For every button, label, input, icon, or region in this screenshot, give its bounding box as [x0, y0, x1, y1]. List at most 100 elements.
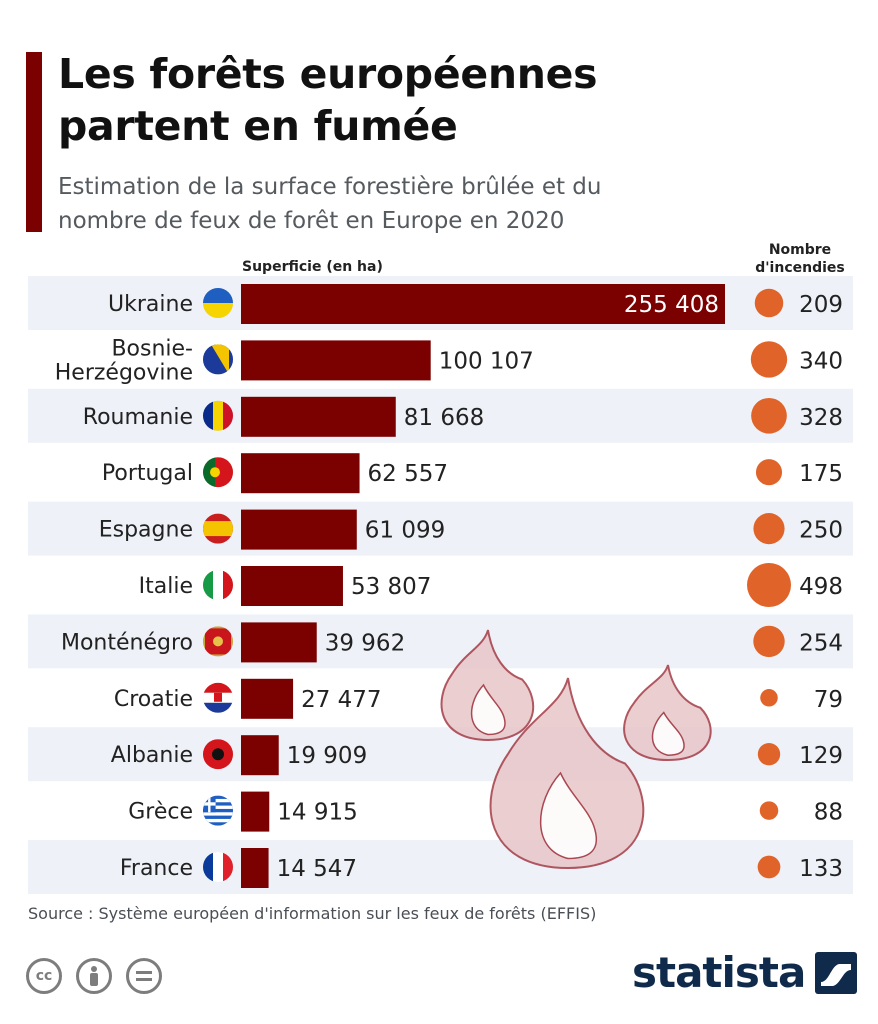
flag-graphic: [203, 739, 233, 770]
fire-count-label: 129: [799, 743, 843, 769]
flag-stripe: [203, 805, 233, 809]
flag-triangle: [211, 344, 229, 375]
country-label: Portugal: [102, 461, 193, 486]
equals-icon: [126, 958, 162, 994]
flag-graphic: [203, 457, 233, 488]
flag-graphic: [203, 400, 233, 431]
fire-count-bubble: [760, 689, 778, 707]
flag-stripe: [215, 457, 233, 488]
flag-graphic: [203, 344, 233, 375]
flag-graphic: [203, 682, 233, 713]
country-label: Monténégro: [61, 630, 193, 655]
flag-stripe: [203, 570, 213, 600]
flag-emblem: [210, 467, 220, 478]
fire-count-label: 209: [799, 292, 843, 318]
flag-stripe: [223, 400, 233, 431]
area-bar: [241, 735, 279, 776]
row-background: [28, 614, 853, 669]
flag-graphic: [203, 288, 233, 318]
flame-inner: [651, 711, 685, 757]
flag-graphic: [203, 795, 233, 826]
country-label: Croatie: [114, 687, 193, 712]
flag-stripe: [203, 852, 213, 882]
flag-stripe: [203, 303, 233, 318]
area-value-label: 62 557: [368, 461, 448, 487]
row-background: [28, 727, 853, 782]
area-value-label: 81 668: [404, 405, 484, 431]
area-value-label: 100 107: [439, 348, 534, 374]
license-icons: cc: [26, 958, 162, 994]
country-label: France: [120, 856, 193, 881]
fire-count-bubble: [747, 563, 791, 607]
brand-name: statista: [632, 948, 806, 997]
flag-stripe: [203, 457, 215, 488]
flag-graphic: [203, 626, 233, 657]
flame-shape: [623, 664, 712, 762]
accent-bar: [26, 52, 42, 232]
row-background: [28, 840, 853, 894]
fire-count-label: 250: [799, 518, 843, 544]
flag-stripe: [203, 798, 233, 803]
area-bar: [241, 566, 343, 606]
flag-stripe: [203, 818, 233, 823]
fire-count-bubble: [759, 801, 779, 820]
country-label-line: Portugal: [102, 461, 193, 486]
flame-shape: [489, 677, 645, 870]
flame-decoration: [440, 629, 712, 870]
brand-logo-icon: [815, 951, 858, 994]
flag-stripe: [203, 812, 233, 816]
person-icon: [76, 958, 112, 994]
fire-count-bubble: [754, 288, 784, 318]
flag-emblem: [214, 692, 222, 702]
country-label-line: Albanie: [111, 743, 193, 768]
cc-icon: cc: [26, 958, 62, 994]
fire-count-bubble: [753, 513, 785, 545]
area-bar: [241, 396, 396, 437]
flag-graphic: [203, 570, 233, 600]
country-label-line: Herzégovine: [55, 360, 193, 385]
brand: statista: [632, 948, 858, 997]
flag-stripe: [223, 570, 233, 600]
country-label-line: Italie: [139, 574, 193, 599]
flag-stripe: [213, 400, 223, 431]
area-column-header: Superficie (en ha): [242, 259, 383, 275]
area-value-label: 61 099: [365, 518, 445, 544]
row-background: [28, 501, 853, 556]
country-label-line: Grèce: [128, 800, 193, 825]
country-label-line: Croatie: [114, 687, 193, 712]
flag-emblem: [212, 748, 224, 761]
area-value-label: 255 408: [624, 292, 719, 318]
flame-shape: [440, 629, 535, 742]
flag-stripe: [203, 400, 213, 431]
fire-count-bubble: [750, 341, 788, 378]
source-note: Source : Système européen d'information …: [28, 904, 597, 923]
fire-count-label: 175: [799, 461, 843, 487]
flag-stripe: [223, 852, 233, 882]
area-bar: [241, 453, 360, 494]
chart-title: Les forêts européennes partent en fumée: [58, 50, 598, 150]
area-value-label: 14 547: [277, 856, 357, 882]
flag-stripe: [203, 682, 233, 693]
flag-stripe: [203, 702, 233, 713]
fire-count-bubble: [755, 459, 783, 486]
count-column-header: Nombre d'incendies: [755, 242, 845, 276]
fire-count-label: 254: [799, 630, 843, 656]
fire-count-label: 133: [799, 856, 843, 882]
row-background: [28, 388, 853, 443]
country-label: Espagne: [99, 518, 193, 543]
fire-count-label: 340: [799, 348, 843, 374]
flag-stripe: [213, 570, 223, 600]
flag-stripe: [203, 288, 233, 303]
area-value-label: 39 962: [325, 630, 405, 656]
area-bar: [241, 340, 431, 381]
area-value-label: 19 909: [287, 743, 367, 769]
area-bar: [241, 678, 294, 719]
area-value-label: 14 915: [277, 800, 357, 826]
fire-count-bubble: [757, 855, 781, 879]
flag-stripe: [213, 852, 223, 882]
area-bar: [241, 284, 725, 324]
fire-count-bubble: [753, 625, 785, 658]
fire-count-bubble: [751, 397, 787, 434]
area-value-label: 53 807: [351, 574, 431, 600]
